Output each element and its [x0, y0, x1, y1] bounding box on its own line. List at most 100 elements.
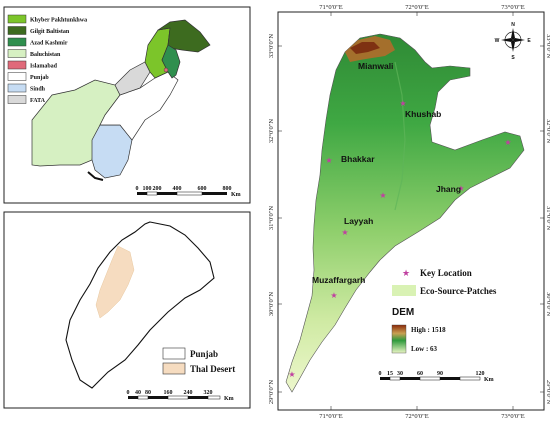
punjab-scale-unit: Km: [224, 396, 234, 402]
coordinate-label: 72°0'0"E: [405, 413, 428, 420]
coordinate-label: 72°0'0"E: [405, 4, 428, 11]
scale-tick-label: 240: [184, 390, 193, 396]
east-label: E: [527, 38, 531, 44]
dem-colorbar: [391, 324, 407, 354]
pakistan-legend: Khyber Pakhtunkhwa Gilgit Baltistan Azad K…: [7, 14, 87, 104]
legend-label: Punjab: [190, 349, 218, 359]
legend-swatch: [7, 83, 27, 93]
punjab-legend: Punjab Thal Desert: [162, 347, 235, 375]
coordinate-label: 71°0'0"E: [319, 4, 342, 11]
north-arrow: N S E W: [495, 22, 532, 61]
coordinate-label: 73°0'0"E: [501, 413, 524, 420]
region-gilgit-baltistan: [157, 19, 211, 53]
pakistan-panel: Khyber Pakhtunkhwa Gilgit Baltistan Azad K…: [3, 6, 251, 204]
dem-title: DEM: [392, 307, 414, 318]
legend-label: Thal Desert: [190, 364, 235, 374]
south-label: S: [511, 55, 515, 61]
city-labels: Mianwali Khushab Bhakkar Jhang Layyah Muzaffa…: [312, 61, 461, 285]
scale-tick-label: 60: [417, 371, 423, 377]
coordinate-label: 32°0'0"N: [268, 119, 275, 143]
key-marker: ★: [504, 138, 511, 147]
scale-tick-label: 90: [437, 371, 443, 377]
pakistan-scale-unit: Km: [231, 192, 241, 198]
legend-swatch: [7, 37, 27, 47]
left-coordinate-labels: 33°0'0"N 32°0'0"N 31°0'0"N 30°0'0"N 29°0'0"N: [268, 34, 275, 404]
legend-label: Baluchistan: [30, 52, 61, 58]
thal-desert-region: [95, 245, 135, 319]
dem-high-label: High : 1518: [411, 326, 446, 334]
scale-tick-label: 400: [173, 186, 182, 192]
coastline: [87, 171, 104, 181]
legend-label: FATA: [30, 98, 46, 104]
legend-swatch: [7, 72, 27, 81]
legend-label: Punjab: [30, 75, 49, 81]
key-marker: ★: [325, 156, 332, 165]
coordinate-label: 32°0'0"N: [545, 119, 550, 143]
legend-eco-patches: Eco-Source-Patches: [420, 286, 497, 296]
legend-label: Islamabad: [30, 64, 58, 70]
scale-tick-label: 100: [143, 186, 152, 192]
city-label-muzaffargarh: Muzaffargarh: [312, 275, 365, 285]
legend-key-location: Key Location: [420, 268, 472, 278]
region-azad-kashmir: [161, 44, 181, 79]
punjab-scale-bar: 0 40 80 160 240 320 Km: [127, 390, 234, 402]
legend-swatch: [7, 14, 27, 24]
punjab-panel: Punjab Thal Desert 0 40 80 160 240 320 Km: [3, 211, 251, 409]
top-coordinate-labels: 71°0'0"E 72°0'0"E 73°0'0"E: [319, 4, 524, 11]
graticule-ticks: [278, 12, 544, 410]
scale-tick-label: 15: [387, 371, 393, 377]
coordinate-label: 33°0'0"N: [268, 34, 275, 58]
legend-swatch: [7, 49, 27, 58]
scale-tick-label: 80: [145, 390, 151, 396]
right-coordinate-labels: 33°0'0"N 32°0'0"N 31°0'0"N 30°0'0"N 29°0'0"N: [545, 34, 550, 404]
main-legend: ★ Key Location Eco-Source-Patches DEM Hi…: [391, 268, 497, 354]
scale-tick-label: 30: [397, 371, 403, 377]
coordinate-label: 30°0'0"N: [545, 292, 550, 316]
coordinate-label: 31°0'0"N: [268, 206, 275, 230]
scale-tick-label: 800: [223, 186, 232, 192]
coordinate-label: 31°0'0"N: [545, 206, 550, 230]
key-marker: ★: [330, 291, 337, 300]
scale-tick-label: 40: [135, 390, 141, 396]
punjab-outline: [65, 221, 215, 389]
region-islamabad: [163, 67, 169, 73]
city-label-khushab: Khushab: [405, 109, 441, 119]
river-line: [394, 61, 406, 211]
key-marker: ★: [399, 99, 406, 108]
city-label-mianwali: Mianwali: [358, 61, 393, 71]
key-locations: ★ ★ ★ ★ ★ ★ ★ ★: [288, 99, 511, 379]
coordinate-label: 71°0'0"E: [319, 413, 342, 420]
legend-swatch: [162, 362, 186, 375]
legend-key-marker: ★: [402, 268, 410, 278]
scale-tick-label: 320: [204, 390, 213, 396]
main-scale-bar: 0 15 30 60 90 120 Km: [379, 371, 494, 383]
scale-tick-label: 600: [198, 186, 207, 192]
coordinate-label: 29°0'0"N: [268, 380, 275, 404]
bottom-coordinate-labels: 71°0'0"E 72°0'0"E 73°0'0"E: [319, 413, 524, 420]
key-marker: ★: [341, 228, 348, 237]
scale-tick-label: 160: [164, 390, 173, 396]
scale-tick-label: 200: [153, 186, 162, 192]
legend-label: Azad Kashmir: [30, 41, 68, 47]
legend-swatch: [7, 95, 27, 104]
west-label: W: [495, 38, 500, 44]
city-label-bhakkar: Bhakkar: [341, 154, 375, 164]
key-marker: ★: [379, 191, 386, 200]
coordinate-label: 30°0'0"N: [268, 292, 275, 316]
legend-label: Sindh: [30, 87, 46, 93]
legend-swatch: [162, 347, 186, 360]
legend-eco-swatch: [392, 285, 416, 296]
key-marker: ★: [288, 370, 295, 379]
north-label: N: [511, 22, 515, 28]
legend-swatch: [7, 26, 27, 35]
legend-label: Gilgit Baltistan: [30, 29, 70, 35]
legend-swatch: [7, 60, 27, 70]
thal-dem-surface: [285, 33, 525, 393]
city-label-jhang: Jhang: [436, 184, 461, 194]
dem-low-label: Low : 63: [411, 345, 438, 353]
salt-range-peak: [350, 42, 380, 54]
key-marker: ★: [457, 184, 464, 193]
coordinate-label: 73°0'0"E: [501, 4, 524, 11]
main-map-panel: 71°0'0"E 72°0'0"E 73°0'0"E 71°0'0"E 72°0'0"…: [268, 4, 550, 420]
city-label-layyah: Layyah: [344, 216, 373, 226]
